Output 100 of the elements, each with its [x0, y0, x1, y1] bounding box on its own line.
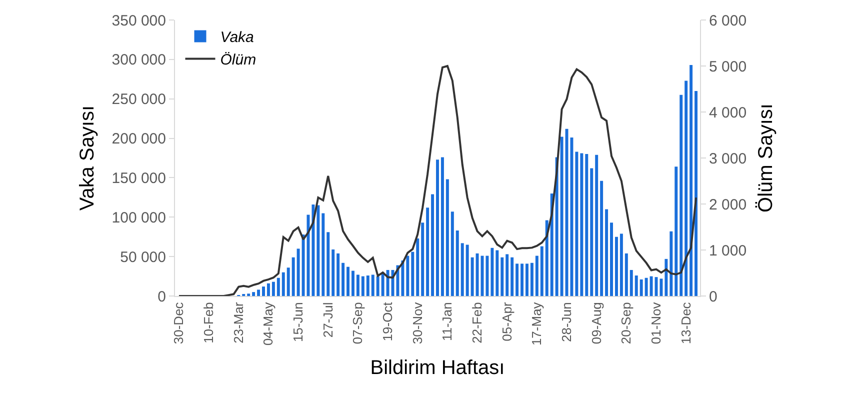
bar: [640, 279, 643, 296]
y-tick-label: 250 000: [112, 91, 166, 108]
bar: [366, 276, 370, 296]
x-axis-title: Bildirim Haftası: [370, 357, 505, 380]
y-tick-label: 0: [158, 288, 166, 306]
bar: [446, 179, 449, 296]
bar: [376, 276, 380, 296]
x-tick-label: 30-Dec: [171, 302, 186, 344]
y2-axis-title: Ölüm Sayısı: [755, 104, 778, 212]
x-tick-label: 15-Jun: [290, 302, 306, 342]
bar: [312, 204, 315, 296]
x-tick-label: 23-Mar: [230, 302, 246, 344]
bar: [630, 270, 633, 296]
bar: [510, 257, 514, 296]
bar: [302, 234, 305, 296]
y2-tick-label: 3 000: [709, 150, 747, 168]
bar: [470, 257, 474, 296]
x-tick-label: 19-Oct: [380, 302, 396, 342]
bar: [580, 153, 584, 296]
bar: [600, 180, 604, 296]
bar: [660, 278, 663, 296]
bar: [650, 276, 653, 296]
bar: [466, 244, 469, 296]
y2-tick-label: 2 000: [709, 196, 747, 214]
bar: [276, 278, 280, 296]
bar: [296, 248, 300, 296]
y2-tick-label: 1 000: [709, 242, 747, 260]
bar: [506, 254, 509, 296]
y-tick-label: 100 000: [112, 209, 166, 226]
legend-label: Vaka: [220, 29, 254, 46]
bar: [674, 166, 678, 296]
bar: [664, 258, 668, 296]
bar: [496, 250, 499, 296]
x-tick-label: 27-Jul: [320, 302, 336, 338]
bar: [252, 292, 256, 296]
bar: [694, 90, 698, 296]
bar: [356, 274, 360, 296]
bar: [545, 220, 548, 296]
x-tick-label: 05-Apr: [499, 302, 514, 342]
x-tick-label: 13-Dec: [678, 302, 694, 344]
bar: [610, 222, 613, 296]
bar: [450, 212, 454, 296]
bar: [690, 64, 693, 296]
bar: [322, 213, 325, 296]
bar: [431, 194, 434, 296]
bar: [426, 208, 430, 296]
bar: [590, 168, 594, 296]
bar: [680, 94, 683, 296]
bar: [292, 257, 295, 296]
bar: [386, 270, 390, 296]
x-tick-label: 07-Sep: [350, 302, 366, 344]
bar: [371, 274, 374, 296]
x-tick-label: 09-Aug: [588, 302, 604, 344]
bar: [361, 276, 364, 296]
x-tick-label: 30-Nov: [410, 302, 425, 344]
bar: [421, 222, 424, 296]
bar: [644, 278, 648, 296]
bar: [634, 276, 638, 296]
legend-label: Ölüm: [220, 52, 256, 69]
bar: [336, 253, 340, 296]
bar: [346, 266, 350, 296]
bar: [486, 256, 489, 296]
bar: [411, 252, 414, 296]
bar: [684, 80, 688, 296]
x-tick-label: 22-Feb: [469, 302, 484, 344]
bar: [351, 270, 354, 296]
bar: [624, 253, 628, 296]
bar: [585, 154, 588, 296]
bar: [332, 249, 335, 296]
bar: [416, 238, 420, 296]
bar: [401, 260, 404, 296]
bar: [520, 264, 524, 296]
bar: [575, 152, 578, 296]
x-tick-label: 11-Jan: [440, 302, 455, 341]
y-tick-label: 350 000: [112, 12, 166, 30]
bar: [605, 209, 608, 296]
y-tick-label: 150 000: [112, 170, 166, 187]
y2-tick-label: 6 000: [709, 12, 747, 30]
bar: [436, 160, 439, 296]
bar: [530, 262, 534, 296]
bar: [286, 268, 290, 296]
bar: [535, 256, 538, 296]
bar: [282, 272, 285, 296]
bar: [540, 246, 544, 296]
bar: [595, 154, 598, 296]
x-tick-label: 04-May: [260, 302, 276, 346]
bar: [257, 290, 260, 296]
bar: [500, 257, 504, 296]
bar: [406, 256, 410, 296]
bar: [490, 248, 494, 296]
x-tick-label: 10-Feb: [201, 302, 216, 344]
bar: [476, 253, 479, 296]
bar: [456, 230, 459, 296]
bar: [316, 205, 320, 296]
x-tick-label: 17-May: [529, 302, 544, 346]
x-tick-label: 01-Nov: [648, 302, 664, 344]
bar: [262, 286, 265, 296]
bar: [516, 264, 519, 296]
bar: [342, 262, 345, 296]
bar: [381, 272, 384, 296]
